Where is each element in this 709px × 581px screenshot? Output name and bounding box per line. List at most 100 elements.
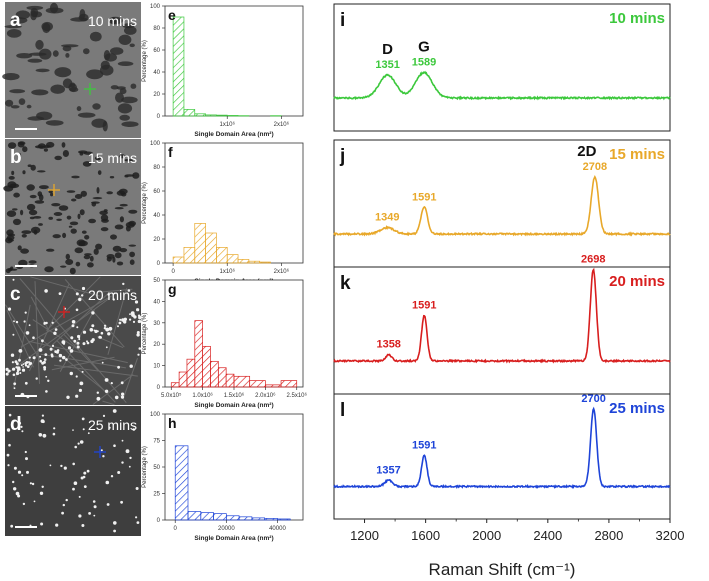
micrograph-dot: [24, 450, 27, 454]
micrograph-hole: [119, 216, 124, 223]
micrograph-hole: [132, 172, 140, 179]
micrograph-hole: [38, 223, 43, 226]
micrograph-dot: [6, 453, 10, 457]
micrograph-hole: [21, 230, 32, 235]
micrograph-dot: [32, 356, 36, 360]
micrograph-dot: [104, 389, 109, 393]
y-tick-label: 0: [157, 518, 161, 524]
histogram-frame: [164, 142, 304, 264]
y-tick-label: 25: [153, 492, 160, 498]
micrograph-hole: [38, 194, 44, 201]
micrograph-dot: [93, 514, 96, 517]
raman-x-axis: 1200 1600 2000 2400 2800 3200 Raman Shift (cm⁻…: [350, 519, 684, 579]
panel-letter: i: [340, 10, 345, 31]
micrograph-dot: [137, 314, 141, 317]
micrograph-hole: [56, 218, 62, 221]
micrograph-boundary: [59, 309, 96, 373]
histogram-bar: [217, 367, 227, 388]
micrograph-dot: [79, 440, 84, 444]
histogram-e: 0 20 40 60 80 100 1x10⁶ 2x10⁶ e Single Domain Are…: [142, 4, 304, 138]
micrograph-domain: [69, 87, 79, 93]
micrograph-domain: [38, 48, 52, 60]
micrograph-hole: [17, 245, 22, 251]
micrograph-hole: [8, 176, 15, 180]
micrograph-hole: [83, 151, 94, 155]
micrograph-dot: [130, 311, 135, 315]
micrograph-hole: [58, 205, 69, 211]
micrograph-domain: [31, 89, 49, 96]
micrograph-hole: [50, 192, 54, 197]
histogram-bar: [225, 515, 240, 521]
micrograph-boundary: [46, 276, 101, 331]
micrograph-hole: [17, 152, 22, 158]
micrograph-dot: [86, 469, 90, 473]
micrograph-dot: [87, 432, 90, 435]
micrograph-dot: [7, 307, 12, 311]
micrograph-domain: [52, 50, 59, 57]
x-axis-title: Raman Shift (cm⁻¹): [429, 560, 576, 579]
panel-letter: e: [168, 7, 176, 23]
micrograph-hole: [12, 218, 22, 226]
micrograph-hole: [129, 259, 135, 266]
micrograph-dot: [39, 355, 42, 358]
micrograph-dot: [83, 471, 87, 475]
histogram-bar: [174, 445, 189, 521]
raman-spectrum-k: k 20 mins 1358 1591 2698: [333, 254, 671, 395]
micrograph-dot: [41, 485, 44, 488]
micrograph-domain: [76, 106, 82, 112]
micrograph-d: d 25 mins: [5, 406, 141, 536]
micrograph-hole: [96, 187, 100, 194]
micrograph-hole: [51, 203, 61, 207]
micrograph-dot: [86, 341, 90, 345]
micrograph-dot: [121, 439, 124, 442]
micrograph-dot: [120, 381, 124, 385]
y-axis-label: Percentage (%): [142, 182, 148, 224]
histogram-bar: [194, 320, 203, 388]
micrograph-dot: [117, 365, 120, 369]
micrograph-hole: [48, 190, 53, 194]
micrograph-domain: [110, 16, 117, 25]
micrograph-dot: [137, 353, 140, 356]
micrograph-dot: [58, 353, 63, 358]
micrograph-dot: [15, 491, 20, 496]
y-axis-label: Percentage (%): [142, 446, 148, 488]
micrograph-hole: [39, 185, 49, 190]
micrograph-dot: [62, 342, 66, 345]
micrograph-dot: [47, 379, 50, 382]
micrograph-dot: [18, 349, 23, 353]
micrograph-dot: [128, 465, 131, 468]
peak-label: 2698: [581, 254, 605, 266]
panel-letter: j: [339, 146, 345, 167]
micrograph-dot: [41, 339, 44, 343]
micrograph-domain: [115, 92, 124, 103]
micrograph-dot: [75, 375, 78, 378]
micrograph-domain: [10, 105, 20, 109]
micrograph-hole: [91, 201, 100, 204]
micrograph-hole: [30, 164, 36, 171]
x-tick-label: 20000: [218, 526, 235, 532]
micrograph-domain: [129, 43, 135, 48]
micrograph-dot: [17, 367, 21, 371]
micrograph-dot: [136, 308, 140, 312]
micrograph-dot: [78, 338, 81, 341]
histogram-bar: [170, 382, 180, 388]
micrograph-dot: [28, 361, 30, 364]
micrograph-hole: [3, 185, 14, 192]
micrograph-dot: [45, 375, 48, 378]
peak-label: 1589: [412, 57, 436, 69]
micrograph-domain: [118, 34, 132, 45]
micrograph-dot: [70, 336, 74, 340]
micrograph-dot: [123, 320, 127, 324]
micrograph-domain: [77, 112, 96, 118]
micrograph-domain: [110, 85, 119, 90]
y-tick-label: 100: [150, 4, 161, 10]
micrograph-boundary: [38, 337, 108, 394]
micrograph-dot: [91, 324, 95, 328]
micrograph-domain: [91, 118, 107, 128]
micrograph-hole: [48, 216, 53, 220]
micrograph-dot: [89, 328, 94, 332]
x-tick-label: 2800: [594, 528, 623, 543]
micrograph-dot: [78, 495, 81, 498]
micrograph-dot: [12, 278, 15, 281]
